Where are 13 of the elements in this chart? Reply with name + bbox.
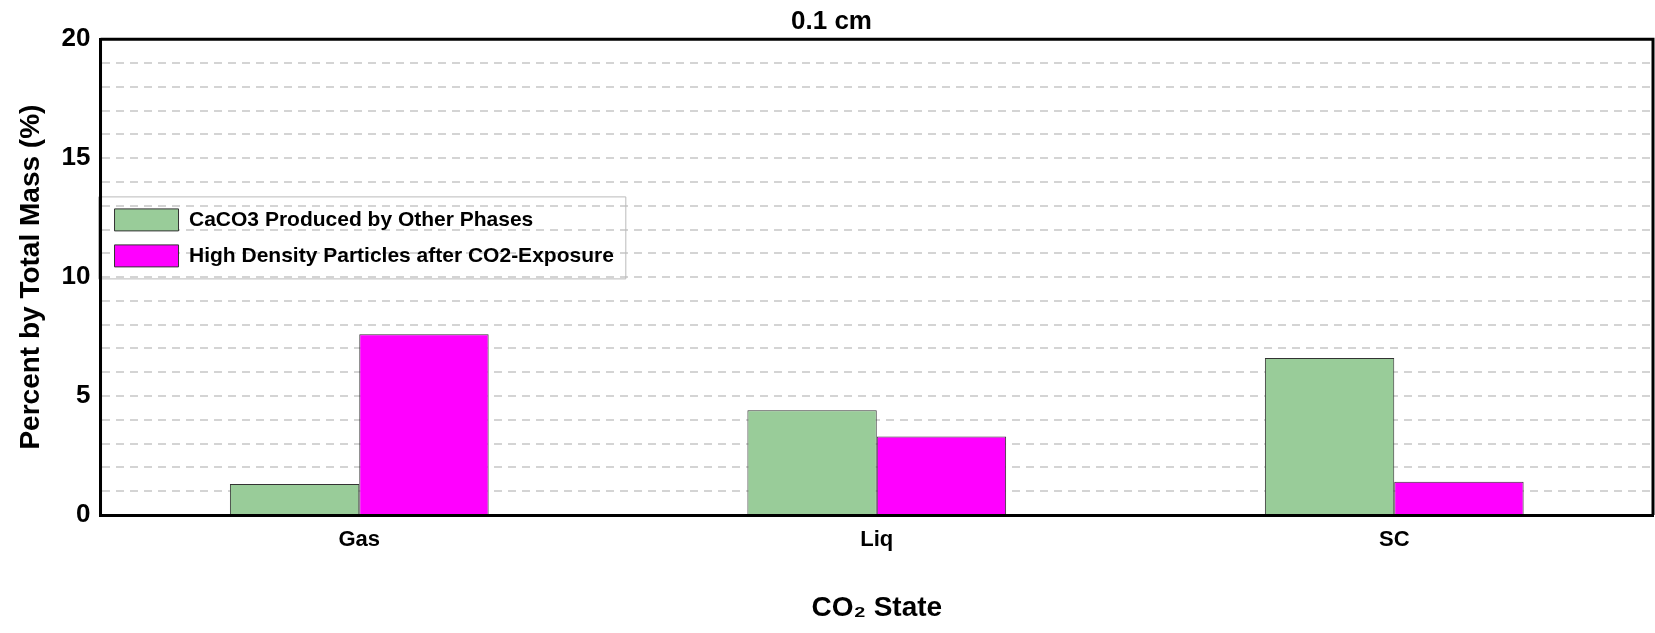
y-tick-label: 20: [61, 22, 91, 53]
chart-title: 0.1 cm: [791, 4, 872, 35]
y-tick-label: 5: [76, 379, 91, 410]
x-axis-title: CO₂ State: [811, 590, 943, 622]
y-tick-label: 15: [61, 141, 91, 172]
legend-label: CaCO3 Produced by Other Phases: [189, 206, 534, 230]
legend-label: High Density Particles after CO2-Exposure: [189, 242, 614, 266]
x-tick-label: Liq: [860, 526, 894, 552]
x-tick-label: SC: [1378, 526, 1410, 552]
x-tick-label: Gas: [338, 526, 381, 552]
y-axis-title: Percent by Total Mass (%): [13, 104, 45, 450]
y-tick-label: 0: [76, 498, 91, 529]
y-tick-label: 10: [61, 260, 91, 291]
